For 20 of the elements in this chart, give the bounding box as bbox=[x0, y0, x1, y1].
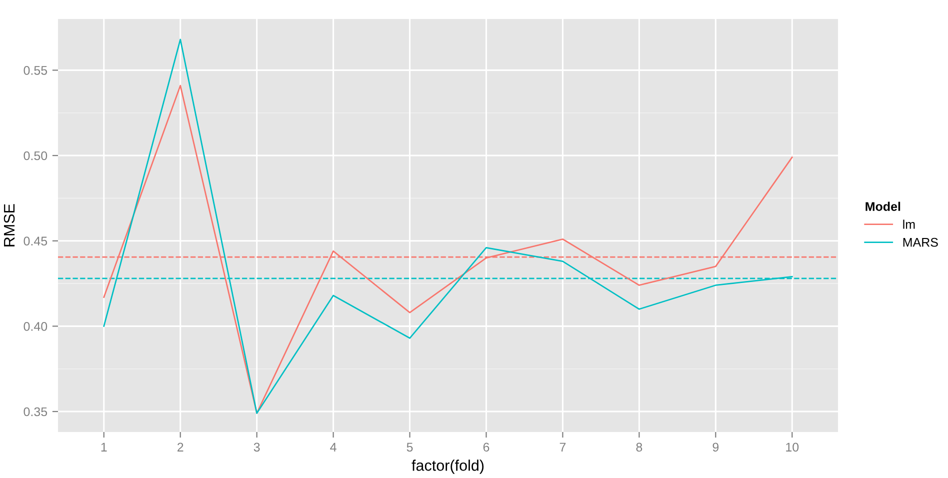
y-tick-label: 0.45 bbox=[24, 236, 48, 246]
y-tick-label: 0.55 bbox=[24, 66, 48, 75]
y-tick-label: 0.50 bbox=[24, 151, 48, 160]
x-axis-title: factor(fold) bbox=[412, 460, 484, 474]
x-tick-label: 9 bbox=[712, 442, 719, 452]
x-tick-label: 2 bbox=[178, 442, 184, 452]
x-tick-label: 3 bbox=[254, 442, 260, 452]
x-tick-label: 6 bbox=[483, 442, 490, 452]
y-axis-title: RMSE bbox=[4, 204, 15, 246]
x-tick-label: 5 bbox=[406, 442, 413, 452]
legend-label: MARS bbox=[903, 238, 938, 247]
x-tick-label: 7 bbox=[560, 442, 566, 452]
x-tick-label: 8 bbox=[636, 442, 642, 452]
y-tick-label: 0.40 bbox=[24, 322, 48, 331]
legend-title: Model bbox=[866, 202, 900, 211]
x-tick-label: 4 bbox=[330, 442, 336, 452]
x-tick-label: 1 bbox=[101, 442, 107, 452]
legend-label: lm bbox=[903, 220, 915, 229]
y-tick-label: 0.35 bbox=[24, 407, 48, 416]
x-tick-label: 10 bbox=[786, 442, 799, 452]
